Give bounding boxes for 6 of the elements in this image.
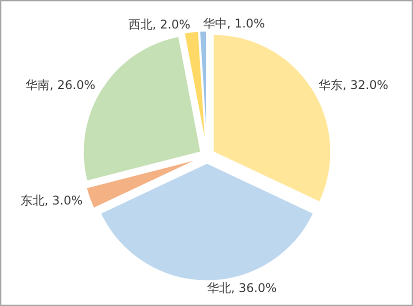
slice-label: 华东, 32.0% (318, 78, 388, 92)
slice-label: 东北, 3.0% (20, 194, 83, 208)
slice-label: 西北, 2.0% (128, 18, 190, 32)
slice-label: 华中, 1.0% (202, 16, 265, 31)
slice-label: 华北, 36.0% (207, 281, 277, 296)
slice-label: 华南, 26.0% (26, 78, 96, 92)
